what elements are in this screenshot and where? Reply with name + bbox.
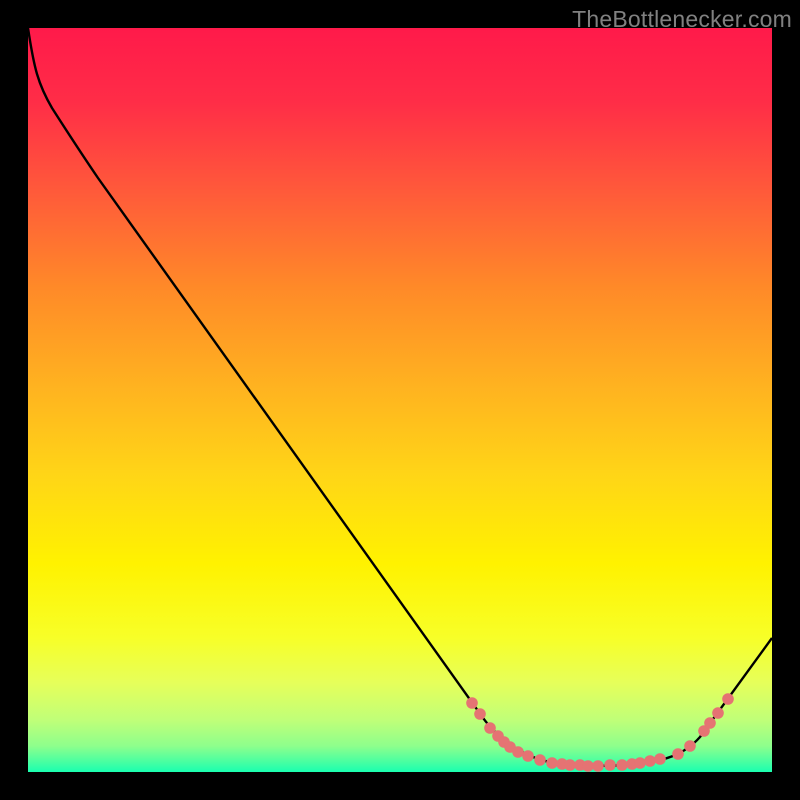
marker-point [672,748,684,760]
marker-point [592,760,604,772]
marker-point [564,759,576,771]
marker-point [522,750,534,762]
marker-point [654,753,666,765]
chart-plot-area [28,28,772,772]
marker-point [684,740,696,752]
marker-point [534,754,546,766]
marker-point [644,755,656,767]
marker-point [604,759,616,771]
marker-point [474,708,486,720]
marker-point [512,746,524,758]
marker-point [466,697,478,709]
marker-point [712,707,724,719]
chart-svg [28,28,772,772]
marker-point [546,757,558,769]
marker-point [634,757,646,769]
marker-point [704,717,716,729]
chart-background [28,28,772,772]
marker-point [616,759,628,771]
marker-point [722,693,734,705]
marker-point [582,760,594,772]
